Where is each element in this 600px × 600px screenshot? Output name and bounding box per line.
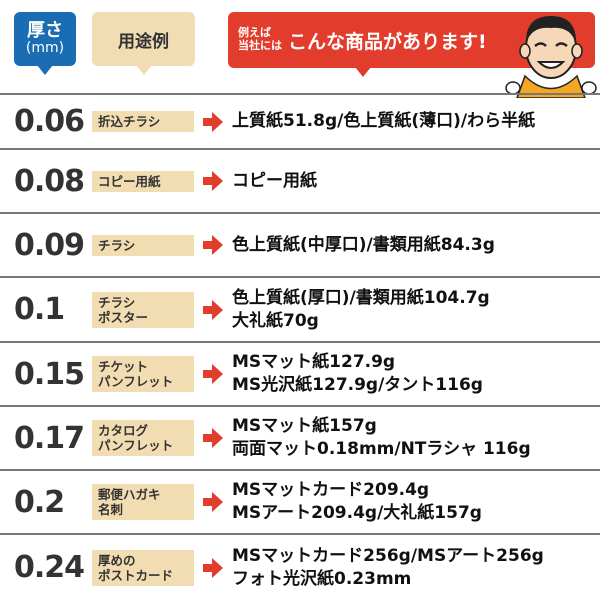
product-text: MSマット紙157g bbox=[232, 416, 377, 437]
table-row: 0.1 チラシ ポスター 色上質紙(厚口)/書類用紙104.7g 大礼紙70g bbox=[0, 276, 600, 341]
thickness-value: 0.1 bbox=[14, 292, 65, 327]
arrow-right-icon bbox=[203, 557, 223, 578]
thickness-unit: (mm) bbox=[25, 40, 65, 57]
product-list: 上質紙51.8g/色上質紙(薄口)/わら半紙 bbox=[232, 110, 535, 133]
product-text: MSマット紙127.9g bbox=[232, 352, 396, 373]
arrow-right-icon bbox=[203, 171, 223, 191]
table-row: 0.17 カタログ パンフレット MSマット紙157g 両面マット0.18mm/NTラシ… bbox=[0, 405, 600, 469]
table-row: 0.24 厚めの ポストカード MSマットカード256g/MSアート256g フォト光沢… bbox=[0, 533, 600, 600]
use-text: 名刺 bbox=[98, 502, 124, 517]
product-text: 両面マット0.18mm/NTラシャ 116g bbox=[232, 439, 531, 459]
use-tag: チラシ ポスター bbox=[92, 291, 194, 328]
thickness-label: 厚さ bbox=[27, 20, 63, 42]
product-list: MSマットカード209.4g MSアート209.4g/大礼紙157g bbox=[232, 479, 482, 525]
thickness-header: 厚さ (mm) bbox=[14, 12, 76, 75]
use-header: 用途例 bbox=[92, 12, 195, 75]
product-list: MSマットカード256g/MSアート256g フォト光沢紙0.23mm bbox=[232, 545, 544, 591]
use-tag: チケット パンフレット bbox=[92, 356, 194, 392]
table-row: 0.2 郵便ハガキ 名刺 MSマットカード209.4g MSアート209.4g/大礼紙1… bbox=[0, 469, 600, 533]
product-text: 上質紙51.8g/色上質紙(薄口)/わら半紙 bbox=[232, 111, 536, 132]
use-text: ポストカード bbox=[98, 567, 174, 583]
product-text: 色上質紙(厚口)/書類用紙104.7g bbox=[232, 287, 490, 308]
thickness-value: 0.06 bbox=[14, 104, 85, 139]
use-tag: 郵便ハガキ 名刺 bbox=[92, 484, 194, 520]
mascot-illustration bbox=[505, 16, 597, 98]
product-list: 色上質紙(中厚口)/書類用紙84.3g bbox=[232, 234, 495, 257]
thickness-value: 0.24 bbox=[14, 550, 85, 585]
arrow-right-icon bbox=[203, 235, 223, 255]
product-text: コピー用紙 bbox=[232, 170, 317, 191]
product-text: MSマットカード256g/MSアート256g bbox=[232, 545, 544, 566]
product-text: MS光沢紙127.9g/タント116g bbox=[232, 375, 483, 395]
use-text: ポスター bbox=[98, 309, 149, 325]
use-tag: チラシ bbox=[92, 234, 194, 256]
use-text: 郵便ハガキ bbox=[98, 487, 161, 502]
use-text: 厚めの bbox=[98, 552, 136, 568]
thickness-value: 0.17 bbox=[14, 420, 85, 456]
use-tag: コピー用紙 bbox=[92, 170, 194, 192]
product-text: 大礼紙70g bbox=[232, 310, 319, 331]
table-row: 0.06 折込チラシ 上質紙51.8g/色上質紙(薄口)/わら半紙 bbox=[0, 93, 600, 148]
thickness-value: 0.08 bbox=[14, 163, 85, 199]
product-list: MSマット紙157g 両面マット0.18mm/NTラシャ 116g bbox=[232, 415, 531, 461]
thickness-value: 0.2 bbox=[14, 484, 65, 520]
product-list: コピー用紙 bbox=[232, 170, 317, 193]
table-row: 0.09 チラシ 色上質紙(中厚口)/書類用紙84.3g bbox=[0, 212, 600, 276]
use-text: パンフレット bbox=[98, 438, 174, 453]
product-list: MSマット紙127.9g MS光沢紙127.9g/タント116g bbox=[232, 351, 483, 397]
arrow-right-icon bbox=[203, 299, 223, 320]
use-text: コピー用紙 bbox=[98, 173, 161, 189]
arrow-right-icon bbox=[203, 364, 223, 384]
use-text: チケット bbox=[98, 359, 149, 374]
use-text: パンフレット bbox=[98, 374, 174, 389]
arrow-right-icon bbox=[203, 428, 223, 448]
use-tag: カタログ パンフレット bbox=[92, 420, 194, 456]
product-text: 色上質紙(中厚口)/書類用紙84.3g bbox=[232, 234, 495, 255]
table-row: 0.15 チケット パンフレット MSマット紙127.9g MS光沢紙127.9g/タン… bbox=[0, 341, 600, 405]
product-text: MSマットカード209.4g bbox=[232, 480, 430, 501]
thickness-value: 0.15 bbox=[14, 356, 85, 392]
use-tag: 折込チラシ bbox=[92, 111, 194, 132]
promo-large: こんな商品があります! bbox=[288, 30, 487, 53]
table-row: 0.08 コピー用紙 コピー用紙 bbox=[0, 148, 600, 212]
use-tag: 厚めの ポストカード bbox=[92, 549, 194, 586]
promo-small: 例えば 当社には bbox=[238, 26, 282, 52]
product-list: 色上質紙(厚口)/書類用紙104.7g 大礼紙70g bbox=[232, 287, 490, 333]
arrow-right-icon bbox=[203, 492, 223, 512]
thickness-value: 0.09 bbox=[14, 227, 85, 263]
use-text: チラシ bbox=[98, 294, 136, 310]
use-text: カタログ bbox=[98, 423, 149, 438]
product-text: フォト光沢紙0.23mm bbox=[232, 568, 412, 589]
product-text: MSアート209.4g/大礼紙157g bbox=[232, 503, 482, 523]
use-label: 用途例 bbox=[118, 31, 169, 52]
arrow-right-icon bbox=[203, 111, 223, 132]
use-text: 折込チラシ bbox=[98, 114, 161, 129]
use-text: チラシ bbox=[98, 237, 136, 253]
